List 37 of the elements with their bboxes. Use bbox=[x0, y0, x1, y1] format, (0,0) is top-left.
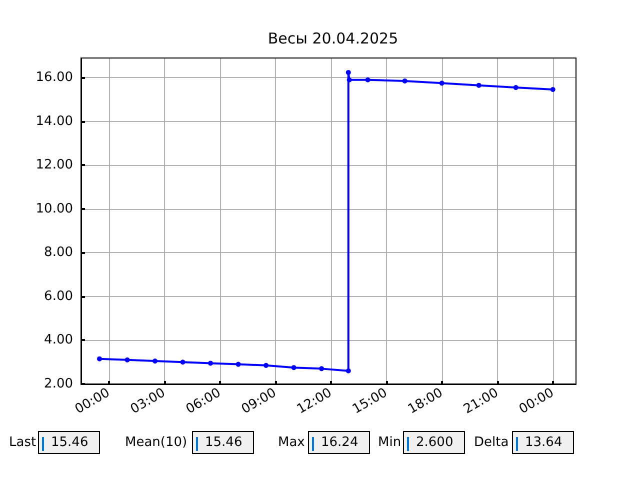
point bbox=[97, 356, 102, 362]
point bbox=[365, 77, 370, 82]
point bbox=[402, 78, 408, 84]
point bbox=[124, 357, 130, 362]
y-tick-label: 10.00 bbox=[36, 201, 73, 216]
point bbox=[208, 360, 214, 366]
point bbox=[346, 70, 351, 75]
point bbox=[291, 365, 296, 370]
y-tick-label: 12.00 bbox=[36, 158, 73, 173]
point bbox=[236, 362, 241, 367]
point bbox=[550, 87, 556, 92]
point bbox=[476, 82, 482, 88]
text: Max bbox=[278, 435, 305, 450]
text-field: 16.24 bbox=[308, 431, 370, 454]
y-tick-label: 6.00 bbox=[44, 288, 73, 304]
point bbox=[180, 360, 186, 365]
text-field: 15.46 bbox=[38, 431, 100, 454]
point bbox=[319, 366, 324, 372]
text: Delta bbox=[474, 435, 509, 450]
point bbox=[346, 77, 352, 82]
point bbox=[264, 362, 269, 368]
point bbox=[439, 80, 444, 86]
text-field: 2.600 bbox=[403, 431, 465, 454]
point bbox=[346, 368, 351, 374]
y-tick-label: 2.00 bbox=[44, 376, 73, 392]
text-field: 13.64 bbox=[512, 431, 574, 454]
text: Min bbox=[378, 435, 402, 450]
text: Mean(10) bbox=[125, 435, 188, 450]
point bbox=[513, 85, 518, 90]
y-tick-label: 4.00 bbox=[44, 332, 73, 348]
text: Last bbox=[9, 435, 36, 450]
y-tick-label: 14.00 bbox=[36, 114, 73, 129]
point bbox=[152, 358, 158, 364]
text-field: 15.46 bbox=[192, 431, 254, 454]
y-tick-label: 16.00 bbox=[36, 70, 73, 86]
y-tick-label: 8.00 bbox=[44, 245, 73, 260]
chart-title: Весы 20.04.2025 bbox=[268, 30, 398, 48]
